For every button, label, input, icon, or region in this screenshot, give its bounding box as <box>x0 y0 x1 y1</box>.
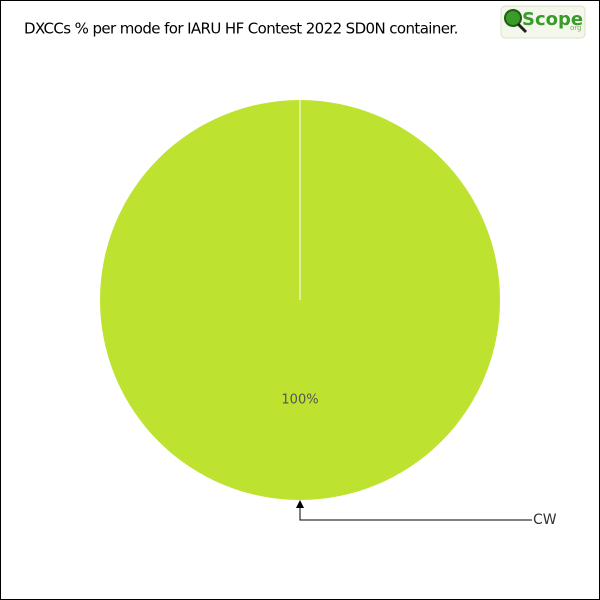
chart-title: DXCCs % per mode for IARU HF Contest 202… <box>24 20 458 38</box>
logo-domain: org <box>570 24 581 32</box>
leader-arrow <box>296 500 304 508</box>
logo-icon <box>504 9 522 27</box>
category-label: CW <box>533 512 557 528</box>
value-label: 100% <box>281 393 318 408</box>
logo-name: Scope <box>522 9 583 30</box>
leader-line <box>299 508 532 521</box>
logo-icon-handle <box>516 22 528 34</box>
logo: Scope org <box>500 5 586 39</box>
